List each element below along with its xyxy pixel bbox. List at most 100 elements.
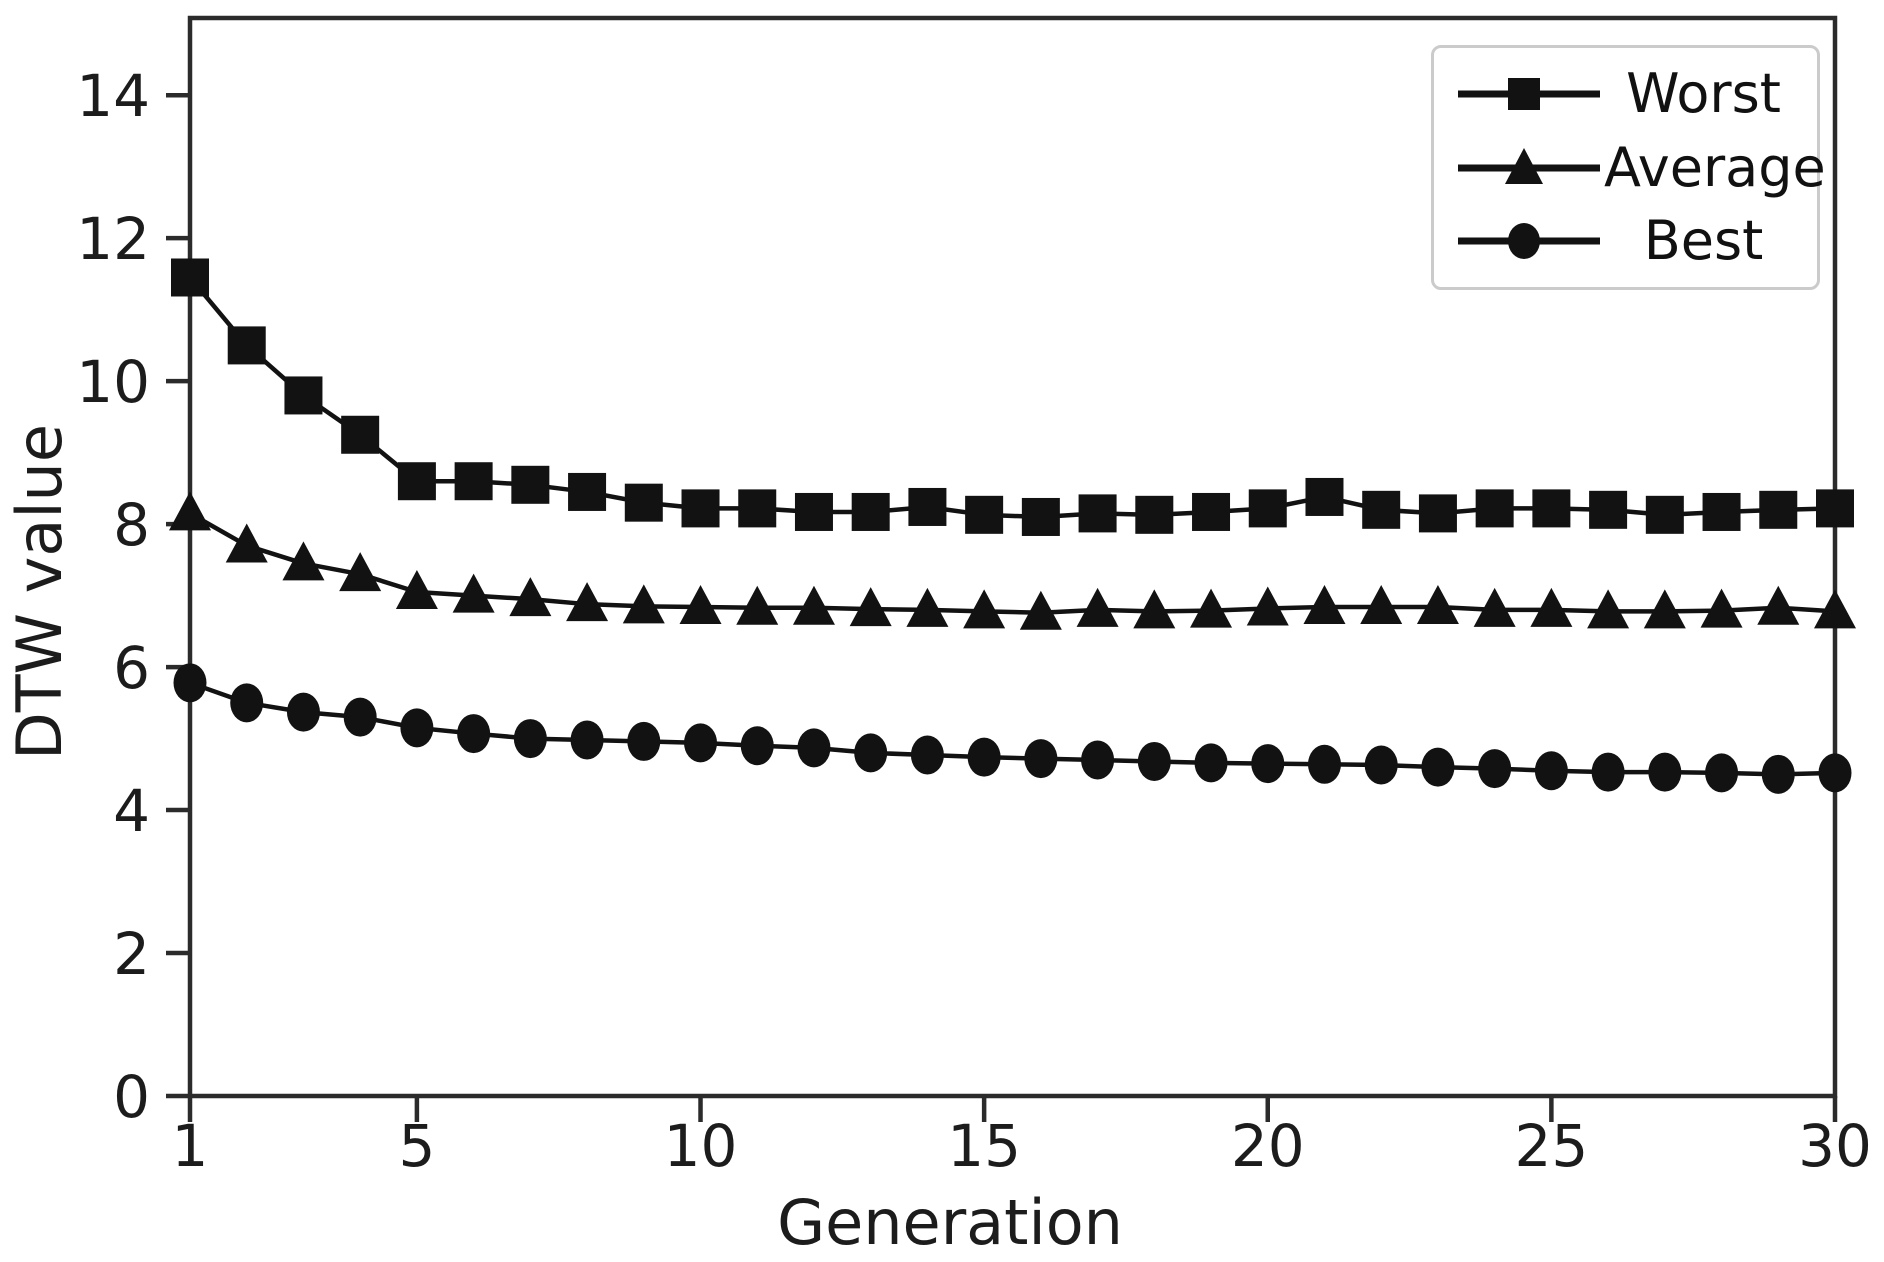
series-worst-point-gen3 — [284, 376, 323, 415]
series-worst-point-gen16 — [1021, 497, 1060, 536]
series-worst-point-gen8 — [568, 472, 607, 511]
y-axis-title: DTW value — [3, 424, 76, 760]
series-best-point-gen19 — [1194, 743, 1228, 783]
legend-row-best: Best — [1454, 207, 1803, 275]
series-best-point-gen1 — [173, 663, 207, 703]
series-average-point-gen25 — [1530, 587, 1573, 627]
series-best-point-gen23 — [1421, 747, 1455, 787]
series-average-point-gen1 — [169, 491, 211, 531]
legend: Worst Average Best — [1431, 45, 1826, 290]
series-average-point-gen18 — [1133, 589, 1176, 629]
series-best-point-gen5 — [400, 708, 434, 748]
series-line-average — [188, 511, 1836, 616]
worst-square-marker-icon — [1458, 78, 1600, 110]
legend-row-average: Average — [1454, 134, 1826, 202]
series-worst-point-gen13 — [851, 492, 890, 531]
series-best-point-gen25 — [1534, 751, 1568, 791]
series-average-point-gen5 — [395, 570, 438, 610]
series-worst-point-gen12 — [794, 492, 833, 531]
series-average-point-gen26 — [1587, 589, 1630, 629]
series-average-point-gen20 — [1246, 586, 1289, 626]
series-best-point-gen14 — [910, 735, 944, 775]
series-average-point-gen13 — [849, 587, 892, 627]
x-tick-label-25: 25 — [1514, 1112, 1588, 1180]
series-best-point-gen27 — [1648, 752, 1682, 792]
series-best-point-gen6 — [457, 714, 491, 754]
series-worst-point-gen28 — [1702, 492, 1741, 531]
y-tick-label-6: 6 — [113, 634, 150, 702]
series-worst-point-gen6 — [454, 462, 493, 501]
series-average-point-gen8 — [566, 582, 609, 622]
x-tick-label-30: 30 — [1798, 1112, 1872, 1180]
y-tick-label-0: 0 — [113, 1063, 150, 1131]
series-average-point-gen19 — [1190, 588, 1233, 628]
legend-label-average: Average — [1604, 135, 1826, 199]
legend-row-worst: Worst — [1454, 60, 1803, 128]
series-worst-point-gen22 — [1362, 490, 1401, 529]
y-tick-label-8: 8 — [113, 491, 150, 559]
legend-label-worst: Worst — [1626, 62, 1781, 125]
series-best-point-gen4 — [343, 697, 377, 737]
series-best-point-gen10 — [684, 723, 718, 763]
average-triangle-marker-icon — [1458, 147, 1600, 184]
y-tick-label-14: 14 — [76, 62, 150, 130]
series-best-point-gen29 — [1761, 754, 1795, 794]
series-worst-point-gen2 — [227, 326, 266, 365]
y-tick-label-12: 12 — [76, 205, 150, 273]
series-best-point-gen16 — [1024, 739, 1058, 779]
series-best-point-gen28 — [1705, 753, 1739, 793]
series-average-point-gen21 — [1303, 585, 1346, 625]
series-best-point-gen20 — [1251, 744, 1285, 784]
series-worst-point-gen11 — [738, 489, 777, 528]
series-average-point-gen14 — [906, 587, 949, 627]
series-worst-point-gen30 — [1816, 489, 1854, 528]
series-average-point-gen15 — [963, 589, 1006, 629]
series-best-point-gen26 — [1591, 752, 1625, 792]
series-average-point-gen24 — [1473, 587, 1516, 627]
series-best-point-gen15 — [967, 737, 1001, 777]
series-average-point-gen28 — [1700, 588, 1743, 628]
series-best-point-gen17 — [1081, 740, 1115, 780]
series-worst-point-gen20 — [1248, 489, 1287, 528]
series-best-point-gen24 — [1478, 749, 1512, 789]
series-worst-point-gen29 — [1759, 490, 1798, 529]
series-worst-point-gen17 — [1078, 494, 1117, 533]
series-best-point-gen3 — [286, 692, 320, 732]
x-tick-label-10: 10 — [664, 1112, 738, 1180]
series-best-point-gen9 — [627, 721, 661, 761]
series-best-point-gen8 — [570, 720, 604, 760]
series-best-point-gen2 — [230, 683, 264, 723]
series-average-point-gen17 — [1076, 587, 1119, 627]
series-average-point-gen23 — [1416, 585, 1459, 625]
series-best-point-gen12 — [797, 728, 831, 768]
series-average-point-gen27 — [1643, 589, 1686, 629]
series-average-point-gen7 — [509, 577, 552, 617]
series-worst-point-gen7 — [511, 465, 550, 504]
series-worst-point-gen1 — [171, 258, 209, 297]
series-average-point-gen10 — [679, 585, 722, 625]
series-best-point-gen21 — [1307, 744, 1341, 784]
series-average-point-gen16 — [1019, 590, 1062, 630]
legend-label-best: Best — [1643, 209, 1764, 272]
y-tick-label-2: 2 — [113, 920, 150, 988]
series-average-point-gen3 — [282, 541, 325, 581]
y-tick-label-10: 10 — [76, 348, 150, 416]
series-worst-point-gen15 — [965, 495, 1004, 534]
x-tick-label-5: 5 — [398, 1112, 435, 1180]
series-worst-point-gen25 — [1532, 489, 1571, 528]
series-worst-point-gen4 — [341, 415, 380, 454]
series-worst-point-gen27 — [1645, 495, 1684, 534]
series-best-point-gen18 — [1137, 741, 1171, 781]
series-average-point-gen29 — [1757, 585, 1800, 625]
series-average-point-gen6 — [452, 573, 495, 613]
x-tick-label-20: 20 — [1231, 1112, 1305, 1180]
series-best-point-gen11 — [740, 726, 774, 766]
series-best-point-gen13 — [854, 733, 888, 773]
series-worst-point-gen14 — [908, 487, 947, 526]
best-circle-marker-icon — [1458, 223, 1600, 259]
series-average-point-gen2 — [225, 523, 268, 563]
series-line-worst — [188, 276, 1836, 520]
series-average-point-gen4 — [339, 552, 382, 592]
